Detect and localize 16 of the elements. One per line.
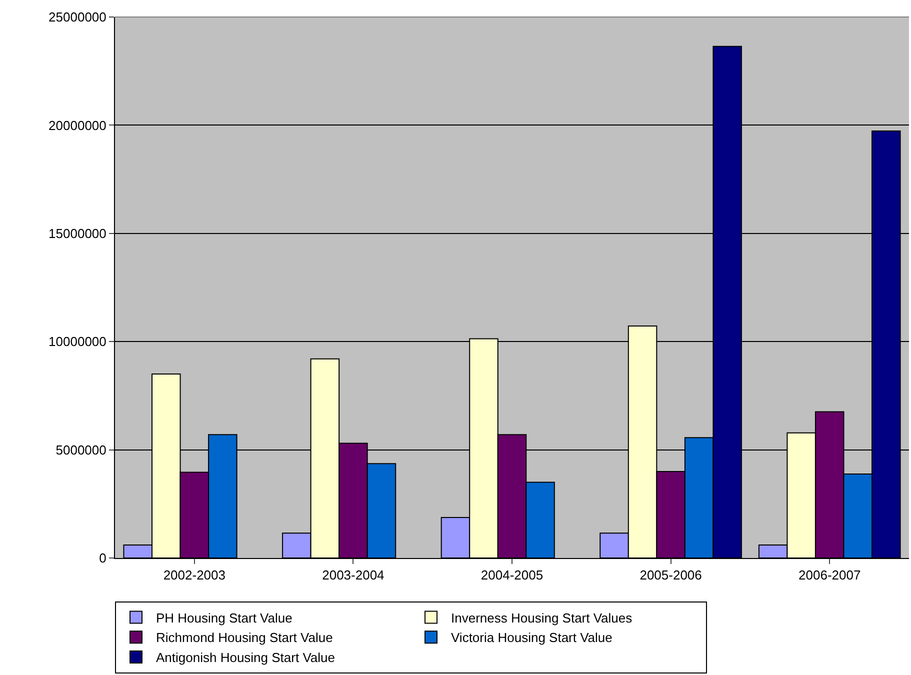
y-tick-label: 0	[99, 550, 106, 566]
legend-label: Inverness Housing Start Values	[451, 610, 633, 626]
y-tick-label: 15000000	[48, 226, 106, 241]
legend-label: Richmond Housing Start Value	[156, 630, 333, 646]
legend-label: Victoria Housing Start Value	[451, 630, 612, 646]
x-tick-label: 2004-2005	[480, 568, 544, 583]
x-tick-label: 2006-2007	[798, 568, 861, 583]
x-tick-label: 2002-2003	[163, 568, 226, 583]
legend-label: PH Housing Start Value	[156, 610, 292, 626]
y-tick-label: 25000000	[48, 10, 106, 25]
legend-label: Antigonish Housing Start Value	[156, 650, 335, 666]
x-tick-label: 2003-2004	[322, 568, 384, 583]
x-tick-label: 2005-2006	[640, 568, 702, 583]
y-tick-label: 20000000	[48, 118, 106, 133]
y-tick-label: 5000000	[56, 442, 106, 458]
y-tick-label: 10000000	[48, 334, 106, 350]
